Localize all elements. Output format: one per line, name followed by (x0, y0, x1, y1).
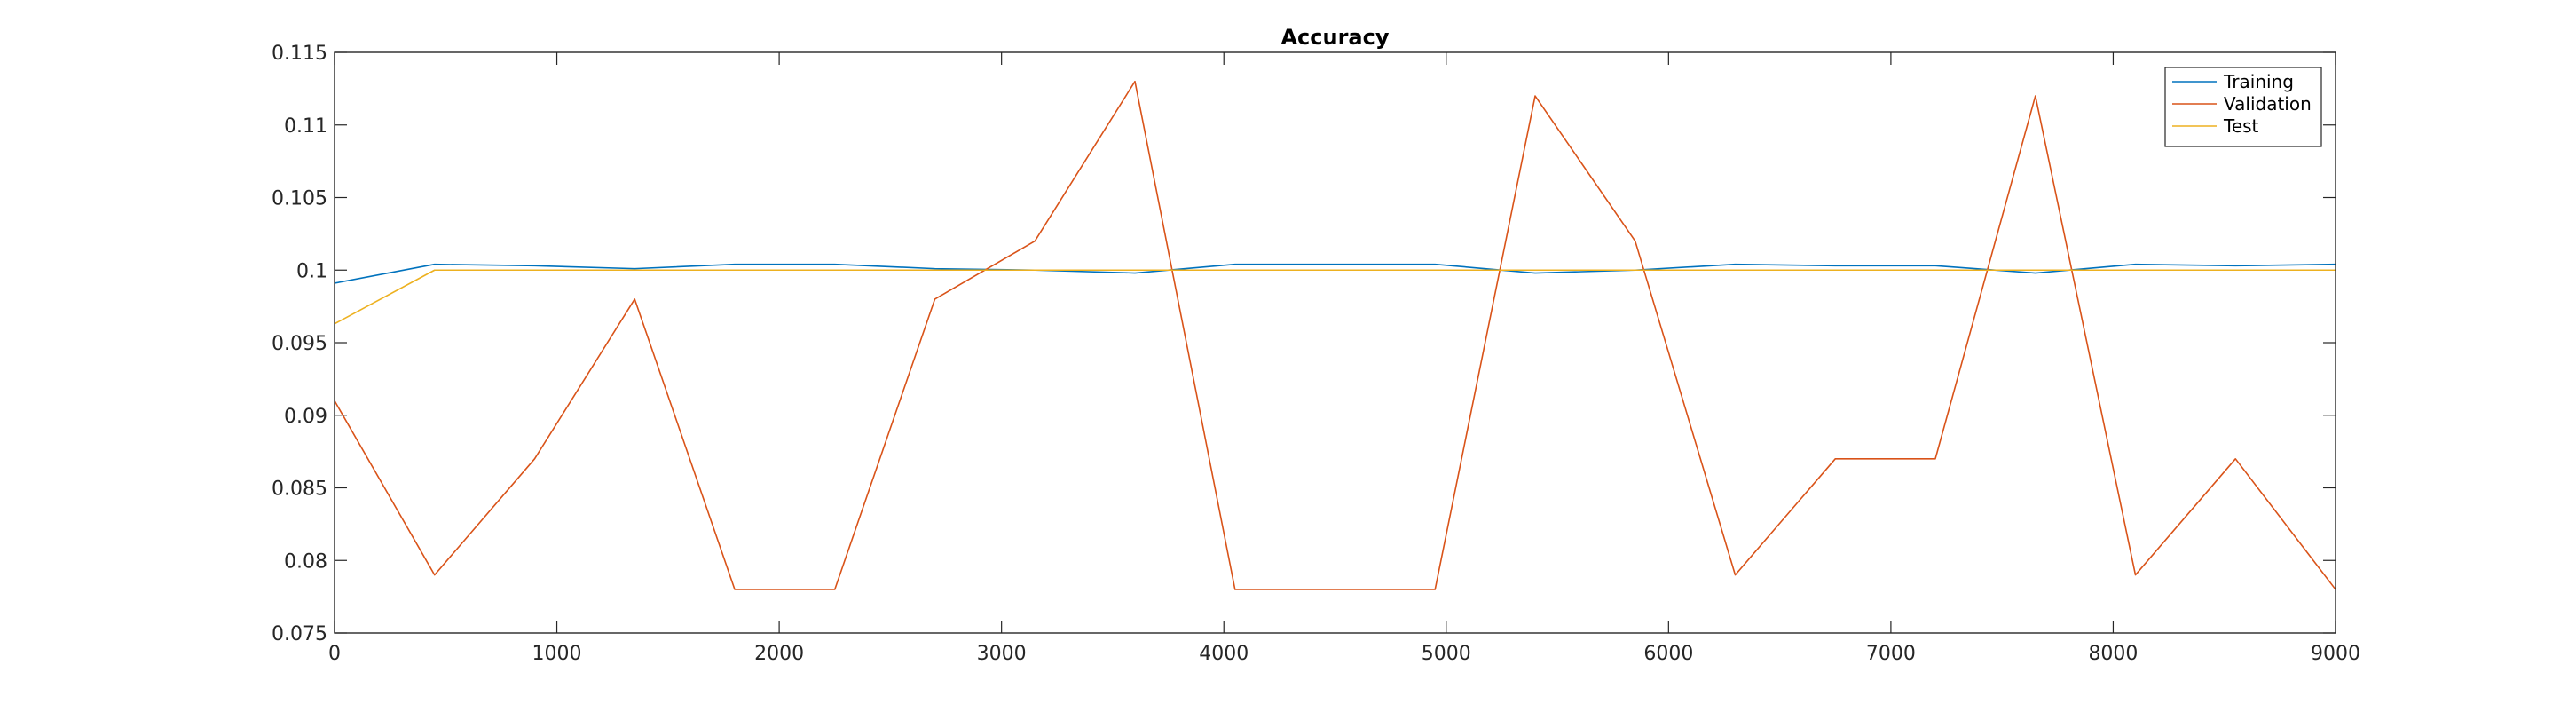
y-tick-label: 0.115 (272, 43, 327, 65)
x-tick-label: 3000 (977, 643, 1027, 665)
legend-label-validation: Validation (2224, 93, 2312, 115)
series-line-validation (334, 80, 2336, 590)
x-tick-label: 8000 (2088, 643, 2138, 665)
series-line-test (334, 269, 2336, 325)
series-lines (334, 80, 2336, 590)
y-tick-label: 0.085 (272, 479, 327, 501)
x-tick-label: 7000 (1866, 643, 1916, 665)
y-tick-label: 0.11 (284, 115, 327, 138)
x-tick-label: 0 (328, 643, 341, 665)
y-tick-label: 0.095 (272, 333, 327, 355)
legend-label-training: Training (2223, 71, 2294, 92)
legend-box (2164, 67, 2322, 147)
x-tick-label: 5000 (1422, 643, 1471, 665)
y-tick-label: 0.09 (284, 406, 327, 428)
x-tick-label: 1000 (532, 643, 582, 665)
y-tick-label: 0.105 (272, 188, 327, 210)
y-tick-label: 0.075 (272, 623, 327, 645)
axis-tick-labels: 0 1000 2000 3000 4000 5000 6000 7000 8000 9000 0.0… (272, 43, 2360, 665)
y-tick-label: 0.1 (296, 260, 327, 282)
x-tick-label: 2000 (754, 643, 804, 665)
plot-border (334, 51, 2336, 634)
x-tick-label: 4000 (1199, 643, 1249, 665)
y-tick-label: 0.08 (284, 550, 327, 573)
x-tick-label: 6000 (1643, 643, 1693, 665)
legend-label-test: Test (2223, 115, 2259, 137)
plot-area (335, 52, 2336, 633)
x-tick-label: 9000 (2311, 643, 2360, 665)
chart-title: Accuracy (1280, 25, 1389, 50)
